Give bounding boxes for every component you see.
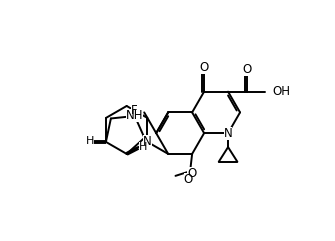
Text: O: O bbox=[243, 63, 252, 76]
Text: N: N bbox=[224, 127, 232, 140]
Text: O: O bbox=[243, 63, 252, 76]
Text: H: H bbox=[139, 141, 147, 152]
Text: O: O bbox=[187, 167, 196, 180]
Text: H: H bbox=[85, 136, 94, 146]
Text: F: F bbox=[131, 104, 138, 117]
Text: NH: NH bbox=[126, 109, 143, 122]
Text: H: H bbox=[139, 141, 147, 152]
Text: N: N bbox=[143, 135, 152, 148]
Text: O: O bbox=[184, 173, 193, 186]
Text: O: O bbox=[187, 167, 196, 180]
Text: O: O bbox=[184, 173, 193, 186]
Text: N: N bbox=[143, 135, 152, 148]
Text: H: H bbox=[85, 136, 94, 146]
Text: O: O bbox=[199, 61, 209, 74]
Text: F: F bbox=[131, 104, 138, 117]
Text: OH: OH bbox=[272, 85, 290, 98]
Text: N: N bbox=[224, 127, 232, 140]
Text: O: O bbox=[199, 61, 209, 74]
Text: NH: NH bbox=[126, 109, 143, 122]
Text: OH: OH bbox=[272, 85, 290, 98]
